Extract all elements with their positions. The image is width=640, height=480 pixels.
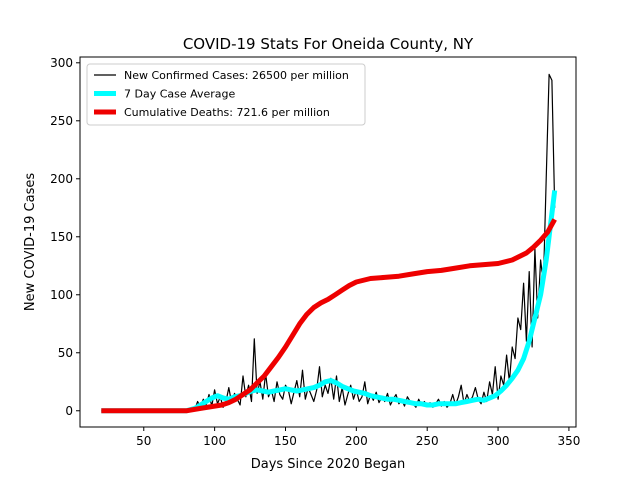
legend-label: 7 Day Case Average [124, 88, 236, 101]
legend-label: Cumulative Deaths: 721.6 per million [124, 106, 330, 119]
legend: New Confirmed Cases: 26500 per million 7 … [86, 63, 366, 126]
y-tick-label: 300 [50, 56, 73, 70]
x-tick-label: 150 [274, 434, 297, 448]
x-tick-label: 50 [136, 434, 151, 448]
legend-box [86, 63, 366, 126]
x-tick-label: 350 [557, 434, 580, 448]
chart-title: COVID-19 Stats For Oneida County, NY [183, 35, 474, 53]
y-tick-label: 0 [65, 404, 73, 418]
x-tick-label: 200 [345, 434, 368, 448]
y-tick-label: 100 [50, 288, 73, 302]
legend-label: New Confirmed Cases: 26500 per million [124, 69, 349, 82]
y-tick-label: 200 [50, 172, 73, 186]
y-tick-label: 250 [50, 114, 73, 128]
y-tick-label: 50 [58, 346, 73, 360]
series-line-2 [101, 218, 557, 414]
x-tick-label: 300 [487, 434, 510, 448]
x-tick-label: 100 [203, 434, 226, 448]
x-axis-label: Days Since 2020 Began [251, 457, 406, 472]
y-axis-label: New COVID-19 Cases [23, 173, 38, 311]
x-tick-label: 250 [416, 434, 439, 448]
plot-frame [79, 56, 577, 428]
y-tick-label: 150 [50, 230, 73, 244]
